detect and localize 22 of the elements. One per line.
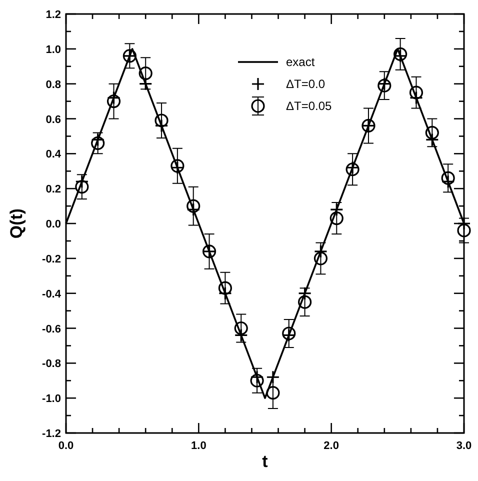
x-tick-label: 1.0	[191, 440, 206, 452]
y-tick-label: 1.0	[46, 44, 61, 56]
legend-label: exact	[286, 55, 316, 69]
y-tick-label: 1.2	[46, 9, 61, 21]
y-tick-label: 0.8	[46, 78, 61, 91]
y-tick-label: 0.6	[46, 114, 61, 126]
y-tick-label: -0.8	[42, 358, 61, 370]
x-axis-title: t	[262, 452, 268, 471]
x-tick-label: 0.0	[58, 440, 74, 452]
y-tick-label: -1.0	[42, 393, 61, 406]
x-tick-label: 2.0	[324, 440, 339, 452]
y-tick-label: -0.4	[42, 288, 62, 300]
legend-label: ΔT=0.05	[286, 99, 332, 113]
legend-label: ΔT=0.0	[286, 77, 326, 91]
y-axis-title: Q(t)	[7, 208, 26, 239]
x-tick-label: 3.0	[456, 440, 472, 452]
y-tick-label: 0.0	[46, 218, 61, 230]
y-tick-label: -0.6	[42, 323, 61, 336]
y-tick-label: 0.2	[46, 184, 61, 196]
y-tick-label: -1.2	[42, 428, 61, 440]
y-tick-label: 0.4	[46, 148, 62, 161]
y-tick-label: -0.2	[42, 253, 61, 266]
